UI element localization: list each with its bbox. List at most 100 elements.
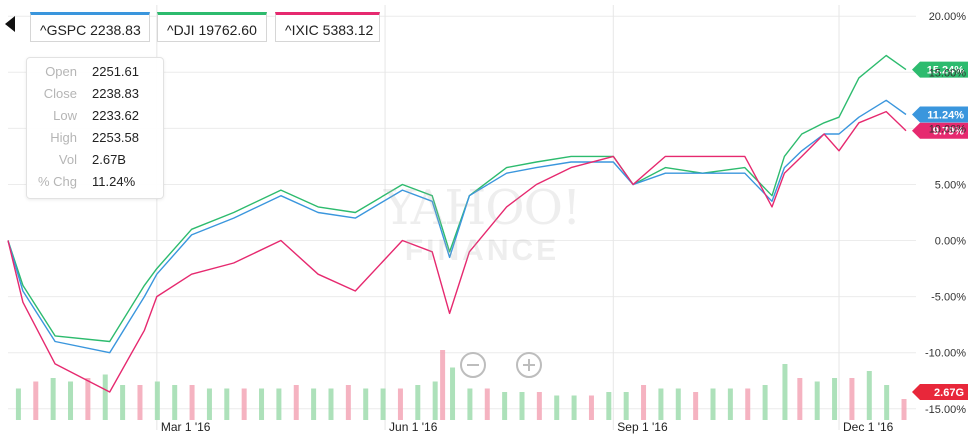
- x-tick-label: Sep 1 '16: [617, 420, 668, 434]
- y-tick-label: 20.00%: [929, 11, 967, 23]
- volume-bar: [450, 367, 456, 420]
- volume-bar: [102, 374, 108, 420]
- y-tick-label: 10.00%: [929, 123, 967, 135]
- tab-dji-label: ^DJI 19762.60: [167, 22, 257, 38]
- volume-bar: [519, 392, 525, 420]
- volume-bar: [571, 395, 577, 420]
- ohlc-row-vol: Vol 2.67B: [27, 152, 163, 174]
- ohlc-row-open: Open 2251.61: [27, 64, 163, 86]
- volume-bar: [832, 378, 838, 420]
- tab-gspc[interactable]: ^GSPC 2238.83: [30, 12, 150, 42]
- series-line-dji: [7, 54, 907, 343]
- ohlc-high-label: High: [50, 130, 77, 145]
- watermark-line2: FINANCE: [404, 234, 560, 267]
- tab-dji[interactable]: ^DJI 19762.60: [157, 12, 267, 42]
- volume-bar: [311, 388, 317, 420]
- tab-ixic[interactable]: ^IXIC 5383.12: [275, 12, 380, 42]
- volume-bar: [502, 392, 508, 420]
- volume-bar: [397, 388, 403, 420]
- volume-bar: [782, 364, 788, 420]
- volume-bar: [884, 385, 890, 420]
- ohlc-high-value: 2253.58: [92, 130, 139, 145]
- volume-bar: [154, 381, 160, 420]
- volume-bar: [693, 392, 699, 420]
- ohlc-open-label: Open: [45, 64, 77, 79]
- volume-bar: [85, 378, 91, 420]
- volume-bar: [241, 388, 247, 420]
- volume-bar: [363, 388, 369, 420]
- volume-badge: 2.67G: [912, 384, 968, 400]
- x-tick-label: Mar 1 '16: [161, 420, 211, 434]
- ohlc-pctchg-label: % Chg: [37, 174, 77, 189]
- volume-bar: [120, 385, 126, 420]
- volume-bar: [675, 388, 681, 420]
- zoom-out-icon[interactable]: [460, 352, 486, 378]
- volume-bar: [50, 378, 56, 420]
- volume-bar: [536, 392, 542, 420]
- end-badge-ixic-text: 9.79%: [933, 126, 964, 138]
- volume-bar: [710, 388, 716, 420]
- end-badge-dji-shape: [912, 61, 968, 78]
- ohlc-pctchg-value: 11.24%: [92, 174, 136, 189]
- series-line-ixic: [7, 110, 907, 393]
- volume-bar: [797, 378, 803, 420]
- volume-bar: [554, 395, 560, 420]
- ohlc-tooltip: Open 2251.61 Close 2238.83 Low 2233.62 H…: [26, 57, 164, 199]
- ohlc-row-pctchg: % Chg 11.24%: [27, 174, 163, 196]
- volume-bar: [189, 385, 195, 420]
- volume-bar: [623, 392, 629, 420]
- volume-bar: [901, 399, 907, 420]
- yahoo-finance-watermark: YAHOO! FINANCE: [372, 184, 592, 266]
- ohlc-open-value: 2251.61: [92, 64, 139, 79]
- volume-bar: [328, 388, 334, 420]
- volume-bar: [15, 388, 21, 420]
- series-line-gspc: [7, 99, 907, 354]
- volume-bar: [172, 385, 178, 420]
- volume-bar: [68, 381, 74, 420]
- end-badge-dji-text: 15.24%: [927, 65, 965, 77]
- volume-bar: [866, 371, 872, 420]
- end-badge-dji: 15.24%: [912, 61, 968, 78]
- end-badge-ixic: 9.79%: [912, 122, 968, 139]
- volume-bar: [380, 388, 386, 420]
- end-badge-ixic-shape: [912, 122, 968, 139]
- x-tick-label: Dec 1 '16: [843, 420, 894, 434]
- volume-badge-text: 2.67G: [934, 387, 964, 399]
- ohlc-low-label: Low: [53, 108, 77, 123]
- volume-bar: [415, 385, 421, 420]
- volume-bar: [727, 388, 733, 420]
- ohlc-row-low: Low 2233.62: [27, 108, 163, 130]
- y-tick-label: -10.00%: [925, 348, 966, 360]
- ohlc-vol-value: 2.67B: [92, 152, 126, 167]
- y-tick-label: 5.00%: [935, 179, 966, 191]
- y-tick-label: 0.00%: [935, 236, 966, 248]
- ohlc-close-label: Close: [43, 86, 77, 101]
- back-arrow-icon[interactable]: [5, 16, 15, 32]
- tab-gspc-label: ^GSPC 2238.83: [40, 22, 141, 38]
- tab-ixic-label: ^IXIC 5383.12: [285, 22, 374, 38]
- volume-bar: [345, 385, 351, 420]
- volume-bar: [745, 388, 751, 420]
- volume-badge-shape: [912, 384, 968, 400]
- volume-bar: [606, 392, 612, 420]
- watermark-line1: YAHOO!: [383, 180, 581, 236]
- volume-bar: [467, 388, 473, 420]
- volume-bar: [33, 381, 39, 420]
- volume-bar: [137, 385, 143, 420]
- y-tick-label: 15.00%: [929, 67, 967, 79]
- volume-bar: [762, 385, 768, 420]
- end-badge-gspc: 11.24%: [912, 106, 968, 123]
- volume-bar: [641, 385, 647, 420]
- ohlc-row-high: High 2253.58: [27, 130, 163, 152]
- volume-bar: [293, 385, 299, 420]
- ohlc-close-value: 2238.83: [92, 86, 139, 101]
- y-tick-label: -15.00%: [925, 404, 966, 416]
- zoom-in-icon[interactable]: [516, 352, 542, 378]
- volume-bar: [259, 388, 265, 420]
- volume-bar: [206, 388, 212, 420]
- ohlc-low-value: 2233.62: [92, 108, 139, 123]
- y-tick-label: -5.00%: [931, 292, 966, 304]
- x-tick-label: Jun 1 '16: [389, 420, 438, 434]
